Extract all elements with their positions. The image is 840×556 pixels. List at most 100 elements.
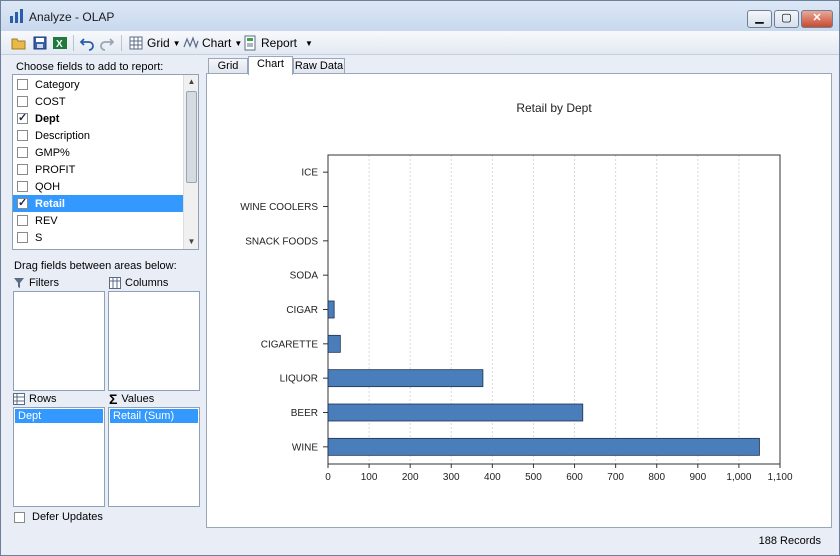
folder-open-icon (11, 38, 26, 50)
defer-updates-checkbox[interactable] (14, 511, 25, 523)
field-item[interactable]: QOH (13, 178, 183, 195)
rows-header: Rows (13, 391, 57, 407)
defer-updates-row[interactable]: Defer Updates (14, 509, 103, 525)
bar-cigarette (327, 334, 341, 353)
values-header: Σ Values (109, 391, 154, 407)
bar-cigar (327, 300, 335, 319)
save-disk-icon (33, 36, 47, 50)
filters-drop-area[interactable] (13, 291, 105, 391)
filters-header: Filters (13, 275, 59, 291)
chart-label: Chart (202, 36, 232, 50)
field-checkbox[interactable] (17, 196, 28, 209)
columns-label: Columns (125, 277, 169, 289)
x-tick-label: 800 (648, 472, 665, 483)
field-checkbox[interactable] (17, 96, 28, 107)
scroll-down-icon[interactable]: ▼ (187, 237, 196, 246)
chevron-down-icon: ▼ (305, 38, 313, 48)
rows-item-dept[interactable]: Dept (15, 409, 103, 423)
field-label: GMP% (35, 146, 70, 159)
bar-liquor (327, 369, 484, 388)
field-item[interactable]: Dept (13, 110, 183, 127)
chevron-down-icon: ▼ (234, 38, 243, 48)
bar-chart-app-icon (10, 9, 23, 23)
field-checkbox[interactable] (17, 181, 28, 192)
field-item[interactable]: Size (13, 246, 183, 250)
close-button[interactable]: ✕ (801, 10, 833, 28)
chart-lines-icon (183, 36, 199, 49)
choose-fields-label: Choose fields to add to report: (16, 61, 164, 73)
field-checkbox[interactable] (17, 232, 28, 243)
field-checkbox[interactable] (17, 79, 28, 90)
undo-button[interactable] (79, 34, 95, 52)
x-tick-label: 300 (443, 472, 460, 483)
maximize-button[interactable]: ▢ (774, 10, 799, 28)
field-checkbox[interactable] (17, 164, 28, 175)
grid-dropdown-button[interactable]: Grid ▼ (128, 34, 181, 52)
report-dropdown-button[interactable]: Report ▼ (242, 34, 313, 52)
values-item-retail-sum[interactable]: Retail (Sum) (110, 409, 198, 423)
field-checkbox[interactable] (17, 147, 28, 158)
tab-raw-data[interactable]: Raw Data (293, 58, 345, 75)
values-drop-area[interactable]: Retail (Sum) (108, 407, 200, 507)
sigma-icon: Σ (109, 391, 118, 407)
field-label: Retail (35, 197, 65, 210)
report-icon (244, 35, 256, 51)
toolbar: X Grid ▼ Chart ▼ (1, 31, 839, 55)
export-excel-button[interactable]: X (52, 34, 68, 52)
title-bar: Analyze - OLAP ▁ ▢ ✕ (1, 1, 839, 31)
x-tick-label: 700 (607, 472, 624, 483)
field-list-scrollbar[interactable]: ▲ ▼ (183, 75, 198, 249)
scrollbar-thumb[interactable] (186, 91, 197, 183)
field-item[interactable]: PROFIT (13, 161, 183, 178)
field-item[interactable]: REV (13, 212, 183, 229)
y-category-label: WINE (292, 442, 318, 453)
columns-grid-icon (109, 277, 121, 289)
y-category-label: BEER (291, 408, 318, 419)
columns-drop-area[interactable] (108, 291, 200, 391)
bar-beer (327, 403, 584, 422)
tab-chart[interactable]: Chart (248, 56, 293, 75)
field-item[interactable]: Retail (13, 195, 183, 212)
x-tick-label: 1,100 (767, 472, 792, 483)
rows-drop-area[interactable]: Dept (13, 407, 105, 507)
grid-label: Grid (147, 36, 170, 50)
y-category-label: WINE COOLERS (240, 202, 318, 213)
open-button[interactable] (11, 34, 27, 52)
x-tick-label: 1,000 (726, 472, 751, 483)
save-button[interactable] (32, 34, 48, 52)
bar-wine (327, 437, 760, 456)
minimize-button[interactable]: ▁ (747, 10, 772, 28)
field-label: Category (35, 78, 80, 91)
field-label: PROFIT (35, 163, 76, 176)
chart-panel: Retail by Dept 0 100 200 300 400 500 600 700 800 9… (206, 73, 832, 528)
grid-icon (129, 36, 143, 50)
redo-button[interactable] (99, 34, 115, 52)
rows-grid-icon (13, 393, 25, 405)
chart-dropdown-button[interactable]: Chart ▼ (183, 34, 242, 52)
redo-icon (100, 38, 115, 51)
tab-grid[interactable]: Grid (208, 58, 248, 75)
status-bar: 188 Records (1, 529, 839, 555)
y-category-label: SODA (290, 271, 319, 282)
scroll-up-icon[interactable]: ▲ (187, 77, 196, 86)
y-category-label: ICE (301, 168, 318, 179)
chart-title: Retail by Dept (516, 101, 592, 115)
field-checkbox[interactable] (17, 215, 28, 226)
x-tick-label: 100 (361, 472, 378, 483)
field-item[interactable]: Description (13, 127, 183, 144)
field-item[interactable]: COST (13, 93, 183, 110)
field-checkbox[interactable] (17, 249, 28, 250)
defer-updates-label: Defer Updates (32, 511, 103, 523)
field-label: QOH (35, 180, 61, 193)
field-item[interactable]: Category (13, 76, 183, 93)
undo-icon (79, 38, 94, 51)
field-checkbox[interactable] (17, 130, 28, 141)
field-label: S (35, 231, 43, 244)
field-item[interactable]: GMP% (13, 144, 183, 161)
field-checkbox[interactable] (17, 111, 28, 124)
field-item[interactable]: S (13, 229, 183, 246)
values-label: Values (121, 393, 155, 405)
field-list[interactable]: Size S REV Retail QOH PROFIT GMP% Description De… (12, 74, 199, 250)
excel-icon: X (53, 37, 67, 50)
